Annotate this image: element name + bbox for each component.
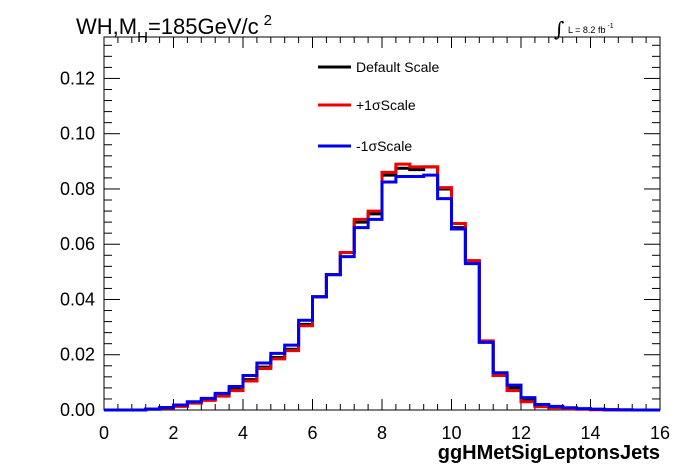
x-tick-label: 10 (441, 423, 461, 443)
y-tick-label: 0.12 (60, 68, 95, 88)
luminosity-superscript: -1 (607, 23, 613, 30)
title-main: WH,M (76, 14, 137, 39)
legend-label-2: +1σScale (356, 97, 416, 113)
x-tick-label: 12 (511, 423, 531, 443)
x-tick-labels: 0 2 4 6 8 10 12 14 16 (99, 423, 670, 443)
legend-label-3: -1σScale (356, 138, 412, 154)
x-tick-label: 14 (580, 423, 600, 443)
legend: Default Scale +1σScale -1σScale (318, 59, 439, 154)
y-tick-label: 0.02 (60, 345, 95, 365)
title-superscript: 2 (264, 12, 272, 29)
x-tick-label: 16 (650, 423, 670, 443)
luminosity-text: L = 8.2 fb (568, 25, 605, 35)
x-tick-label: 4 (238, 423, 248, 443)
x-axis-label: ggHMetSigLeptonsJets (438, 442, 660, 464)
y-tick-label: 0.06 (60, 234, 95, 254)
y-tick-label: 0.10 (60, 124, 95, 144)
x-tick-label: 2 (168, 423, 178, 443)
y-tick-label: 0.04 (60, 289, 95, 309)
x-tick-label: 6 (307, 423, 317, 443)
integral-sign: ∫ (554, 17, 564, 41)
title-rest: =185GeV/c (148, 14, 259, 39)
y-tick-label: 0.08 (60, 179, 95, 199)
x-tick-label: 8 (377, 423, 387, 443)
series-line-3 (104, 173, 660, 412)
series-group (104, 162, 660, 412)
luminosity-label: L = 8.2 fb -1 (568, 23, 614, 35)
y-tick-label: 0.00 (60, 400, 95, 420)
y-tick-labels: 0.00 0.02 0.04 0.06 0.08 0.10 0.12 (60, 68, 95, 420)
legend-label-1: Default Scale (356, 59, 439, 75)
x-tick-label: 0 (99, 423, 109, 443)
